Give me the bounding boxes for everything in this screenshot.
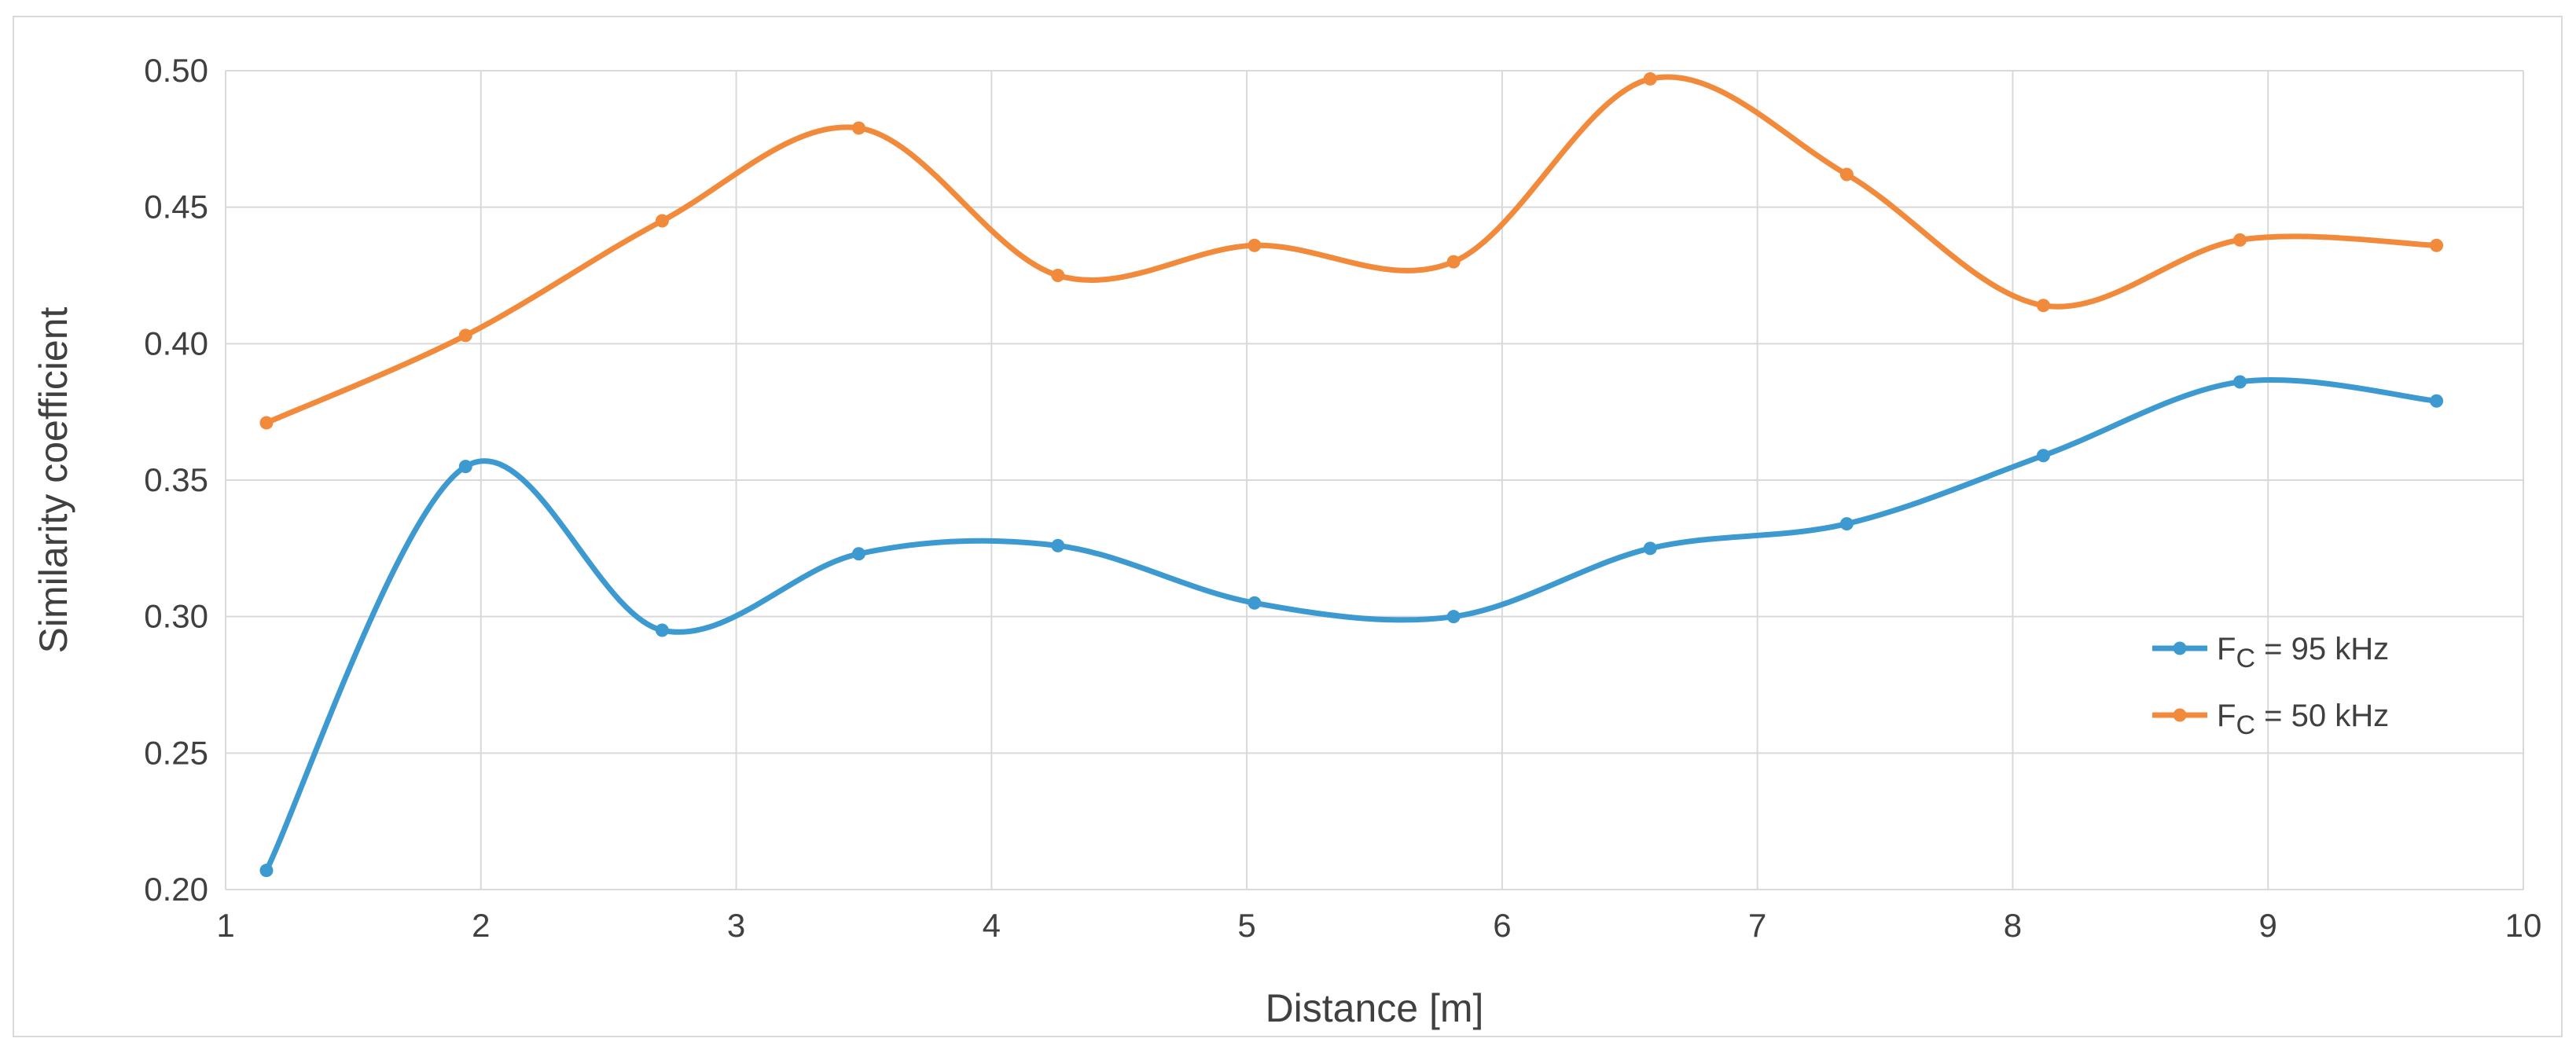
series-line-1 [263,377,2440,874]
x-tick-label: 1 [216,907,234,944]
data-point-series-2 [1446,255,1461,269]
data-point-series-1 [1248,596,1262,610]
data-point-series-2 [851,121,865,135]
data-point-series-2 [259,416,274,430]
data-point-series-2 [1248,238,1262,252]
y-axis-ticks: 0.20 0.25 0.30 0.35 0.40 0.45 0.50 [144,52,208,908]
x-tick-label: 8 [2004,907,2022,944]
grid-lines [225,70,2524,890]
data-point-series-1 [1643,541,1657,556]
legend: FC = 95 kHz FC = 50 kHz [2152,632,2389,740]
x-tick-label: 6 [1493,907,1511,944]
legend-marker-2 [2173,708,2187,722]
y-axis-title: Similarity coefficient [31,306,75,653]
data-point-series-2 [1643,72,1657,86]
data-point-series-2 [655,214,669,228]
chart-frame [13,16,2563,1037]
x-tick-label: 4 [983,907,1001,944]
x-axis-title: Distance [m] [1266,986,1484,1030]
data-point-series-1 [851,547,865,561]
y-tick-label: 0.45 [144,189,208,226]
data-point-series-1 [655,623,669,637]
y-tick-label: 0.25 [144,734,208,771]
data-point-series-2 [1839,167,1854,182]
y-tick-label: 0.20 [144,871,208,908]
data-point-series-1 [1839,517,1854,531]
data-point-series-1 [259,864,274,878]
data-point-series-1 [1446,610,1461,624]
x-tick-label: 7 [1748,907,1766,944]
data-point-series-1 [458,460,472,474]
y-tick-label: 0.35 [144,461,208,498]
y-tick-label: 0.40 [144,325,208,361]
series-group [259,72,2444,878]
series-line-2 [263,74,2440,426]
data-point-series-1 [2232,375,2247,389]
x-tick-label: 10 [2505,907,2542,944]
legend-label-1: FC = 95 kHz [2217,632,2389,673]
x-axis-ticks: 1 2 3 4 5 6 7 8 9 10 [216,907,2541,944]
legend-label-2: FC = 50 kHz [2217,699,2389,740]
data-point-series-2 [1051,269,1065,282]
y-tick-label: 0.30 [144,598,208,635]
y-tick-label: 0.50 [144,52,208,89]
data-point-series-1 [2430,394,2444,408]
data-point-series-1 [2036,449,2050,463]
legend-marker-1 [2173,641,2187,655]
data-point-series-2 [2232,233,2247,247]
x-tick-label: 9 [2259,907,2277,944]
data-point-series-2 [458,328,472,343]
x-tick-label: 3 [727,907,745,944]
data-point-series-2 [2036,299,2050,313]
data-point-series-2 [2430,238,2444,252]
x-tick-label: 5 [1237,907,1255,944]
data-point-series-1 [1051,538,1065,552]
x-tick-label: 2 [472,907,490,944]
